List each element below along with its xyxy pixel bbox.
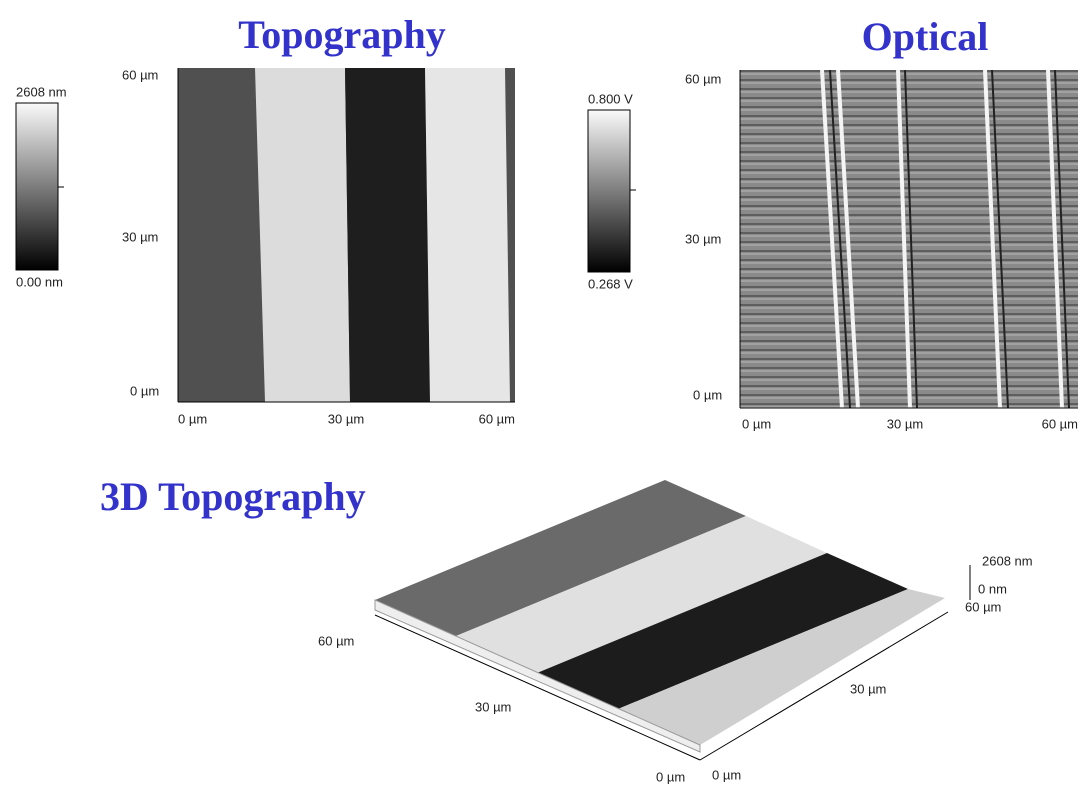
title: 3D Topography — [100, 474, 366, 519]
figure: Topography 2608 nm 0.00 nm 60 µm 30 µm 0… — [0, 0, 1081, 791]
title: Topography — [238, 12, 446, 57]
image — [740, 70, 1078, 408]
colorbar-label: 0.800 V — [588, 91, 633, 106]
y-label: 60 µm — [685, 71, 721, 86]
z-label: 2608 nm — [982, 553, 1033, 568]
surface-3d — [375, 480, 945, 752]
y-label: 0 µm — [693, 387, 722, 402]
x-label: 0 µm — [742, 416, 771, 431]
x-label: 60 µm — [479, 411, 515, 426]
colorbar — [588, 110, 630, 272]
axis-label: 60 µm — [965, 599, 1001, 614]
colorbar — [16, 103, 58, 270]
y-label: 30 µm — [122, 229, 158, 244]
axis-label: 30 µm — [850, 681, 886, 696]
image — [178, 68, 515, 402]
axis-label: 30 µm — [475, 699, 511, 714]
y-label: 60 µm — [122, 67, 158, 82]
x-label: 60 µm — [1042, 416, 1078, 431]
colorbar-label: 0.00 nm — [16, 274, 63, 289]
y-label: 0 µm — [130, 383, 159, 398]
colorbar-label: 0.268 V — [588, 276, 633, 291]
x-label: 0 µm — [178, 411, 207, 426]
x-label: 30 µm — [887, 416, 923, 431]
axis-label: 60 µm — [318, 633, 354, 648]
axis-label: 0 µm — [656, 769, 685, 784]
title: Optical — [862, 14, 989, 59]
x-label: 30 µm — [328, 411, 364, 426]
z-label: 0 nm — [978, 581, 1007, 596]
colorbar-label: 2608 nm — [16, 84, 67, 99]
y-label: 30 µm — [685, 231, 721, 246]
axis-label: 0 µm — [712, 767, 741, 782]
